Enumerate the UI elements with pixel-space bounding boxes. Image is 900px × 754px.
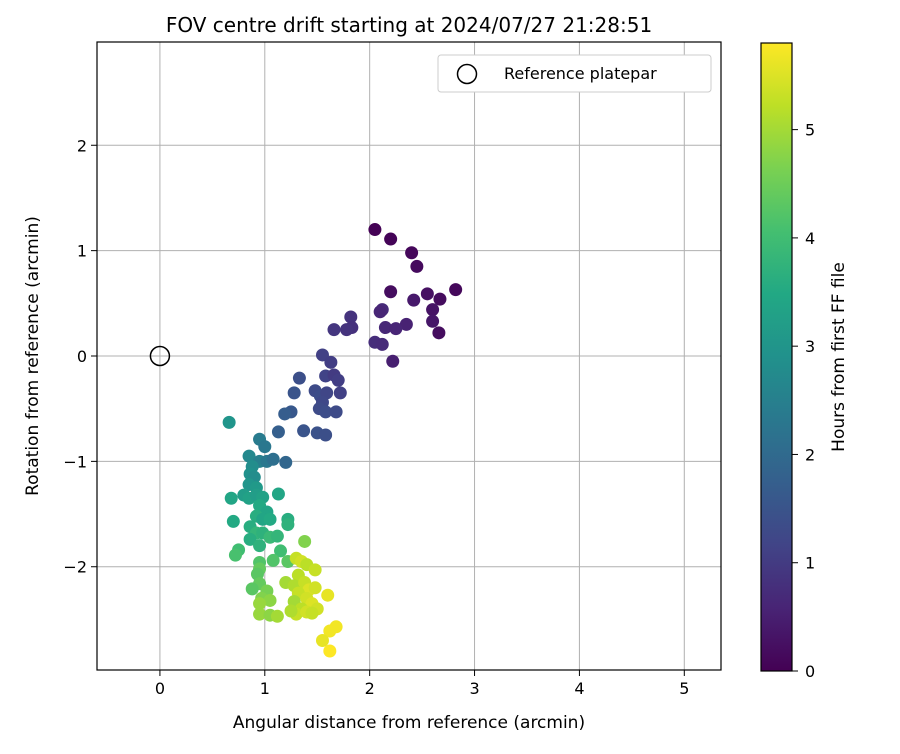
data-point: [242, 449, 256, 463]
data-point: [297, 424, 311, 438]
colorbar-tick-label: 4: [805, 229, 815, 248]
data-point: [271, 487, 285, 501]
legend: Reference platepar: [437, 54, 712, 93]
data-point: [228, 548, 242, 562]
grid-lines: [97, 42, 721, 670]
reference-point: [149, 345, 171, 367]
colorbar-label: Hours from first FF file: [829, 262, 849, 452]
data-point: [433, 292, 447, 306]
data-point: [253, 607, 267, 621]
data-point: [399, 317, 413, 331]
data-point: [426, 314, 440, 328]
x-tick-label: 1: [260, 679, 270, 698]
data-point: [323, 644, 337, 658]
data-point: [426, 303, 440, 317]
x-tick-label: 5: [679, 679, 689, 698]
data-point: [292, 371, 306, 385]
data-point: [329, 405, 343, 419]
data-point: [253, 597, 267, 611]
x-tick-label: 3: [469, 679, 479, 698]
data-point: [308, 581, 322, 595]
colorbar-tick-label: 3: [805, 337, 815, 356]
x-tick-label: 4: [574, 679, 584, 698]
y-tick-label: −2: [63, 558, 87, 577]
data-point: [410, 259, 424, 273]
data-point: [298, 534, 312, 548]
data-point: [226, 514, 240, 528]
colorbar-tick-label: 0: [805, 662, 815, 681]
data-point: [287, 386, 301, 400]
data-point: [378, 321, 392, 335]
data-point: [373, 305, 387, 319]
colorbar-tick-label: 5: [805, 121, 815, 140]
data-point: [319, 428, 333, 442]
data-point: [243, 532, 257, 546]
data-points: [222, 223, 463, 658]
data-point: [327, 323, 341, 337]
y-tick-label: −1: [63, 452, 87, 471]
legend-entry: Reference platepar: [504, 64, 657, 83]
colorbar-tick-label: 2: [805, 445, 815, 464]
x-axis-ticks: 0 1 2 3 4 5: [155, 670, 689, 698]
data-point: [281, 518, 295, 532]
data-point: [333, 386, 347, 400]
data-point: [331, 373, 345, 387]
data-point: [449, 283, 463, 297]
data-point: [266, 452, 280, 466]
y-tick-label: 1: [77, 242, 87, 261]
data-point: [407, 293, 421, 307]
y-tick-label: 0: [77, 347, 87, 366]
data-point: [284, 604, 298, 618]
data-point: [263, 593, 277, 607]
data-point: [368, 223, 382, 237]
reference-marker: [149, 345, 171, 367]
data-point: [253, 539, 267, 553]
data-point: [266, 553, 280, 567]
x-tick-label: 0: [155, 679, 165, 698]
data-point: [321, 588, 335, 602]
data-point: [324, 355, 338, 369]
data-point: [319, 405, 333, 419]
data-point: [270, 609, 284, 623]
data-point: [405, 246, 419, 260]
data-point: [344, 310, 358, 324]
colorbar-gradient: [760, 42, 793, 672]
data-point: [384, 232, 398, 246]
data-point: [305, 606, 319, 620]
data-point: [432, 326, 446, 340]
data-point: [315, 348, 329, 362]
data-point: [279, 455, 293, 469]
colorbar-tick-label: 1: [805, 554, 815, 573]
data-point: [270, 529, 284, 543]
data-point: [389, 322, 403, 336]
y-axis-label: Rotation from reference (arcmin): [23, 216, 43, 496]
data-point: [420, 287, 434, 301]
legend-marker-icon: [456, 63, 478, 85]
data-point: [386, 354, 400, 368]
colorbar-ticks: 0 1 2 3 4 5: [792, 121, 815, 681]
data-point: [222, 415, 236, 429]
data-point: [315, 633, 329, 647]
data-point: [263, 512, 277, 526]
y-axis-ticks: −2 −1 0 1 2: [63, 136, 97, 577]
colorbar: 0 1 2 3 4 5 Hours from first FF file: [760, 42, 849, 681]
data-point: [271, 425, 285, 439]
data-point: [375, 337, 389, 351]
x-tick-label: 2: [365, 679, 375, 698]
data-point: [308, 563, 322, 577]
data-point: [224, 491, 238, 505]
data-point: [384, 285, 398, 299]
data-point: [278, 407, 292, 421]
legend-box: [437, 54, 712, 93]
data-point: [245, 582, 259, 596]
chart-title: FOV centre drift starting at 2024/07/27 …: [166, 13, 652, 37]
data-point: [340, 323, 354, 337]
y-tick-label: 2: [77, 136, 87, 155]
data-point: [323, 624, 337, 638]
x-axis-label: Angular distance from reference (arcmin): [233, 713, 585, 733]
data-point: [274, 544, 288, 558]
data-point: [258, 440, 272, 454]
